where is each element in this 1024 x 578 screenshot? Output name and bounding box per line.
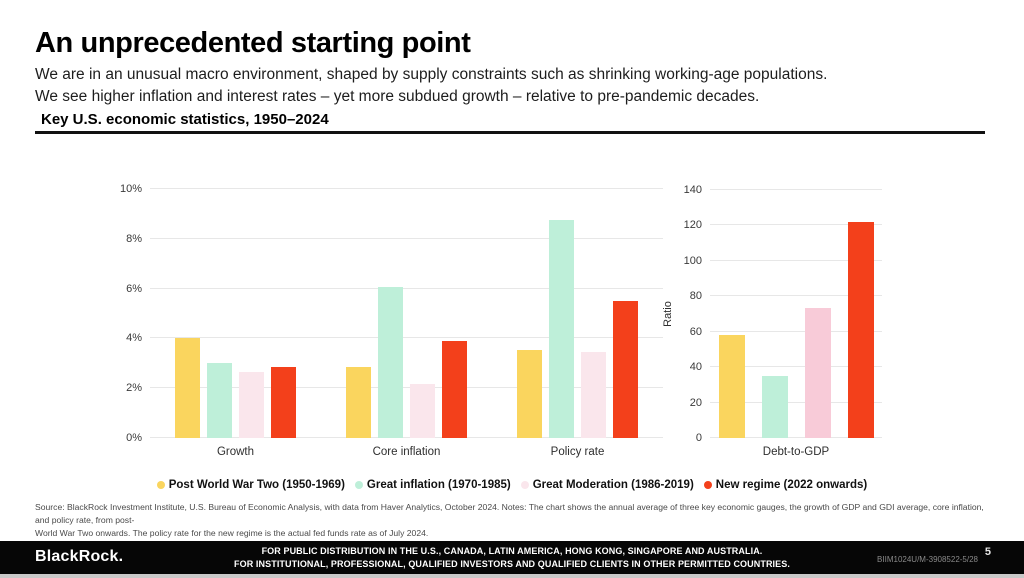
bar-new-regime-2022-onwards-debt-to-gdp [847, 221, 874, 438]
source-note: Source: BlackRock Investment Institute, … [35, 501, 987, 540]
y-tick-label: 80 [689, 290, 702, 303]
bar-group [718, 190, 874, 438]
bar-post-world-war-two-1950-1969-core-inflation [346, 367, 371, 438]
y-tick-label: 0% [126, 432, 142, 444]
y-tick-label: 140 [683, 184, 702, 196]
disclaimer-line-1: FOR PUBLIC DISTRIBUTION IN THE U.S., CAN… [261, 546, 763, 556]
x-category-label: Growth [216, 446, 255, 458]
gridline [710, 330, 882, 332]
chart-debt-to-gdp: Ratio 0 20 40 60 80 100 120 140 Debt-to-GDP [660, 184, 882, 458]
legend-label: New regime (2022 onwards) [715, 479, 868, 491]
bar-new-regime-2022-onwards-growth [271, 367, 296, 438]
bar-great-inflation-1970-1985-policy-rate [549, 220, 574, 438]
legend-item-great-inflation-1970-1985: Great inflation (1970-1985) [354, 479, 511, 491]
heading-rule [35, 131, 985, 134]
blackrock-logo: BlackRock. [35, 548, 124, 565]
plot-area [150, 188, 663, 438]
y-tick-label: 60 [689, 325, 702, 338]
y-tick-label: 6% [126, 282, 142, 295]
legend-label: Post World War Two (1950-1969) [168, 479, 345, 491]
page-number: 5 [984, 546, 991, 558]
y-tick-label: 40 [689, 361, 702, 374]
gridline [710, 189, 882, 190]
document-id: BIIM1024U/M-3908522-5/28 [877, 555, 978, 564]
legend-dot [520, 481, 529, 489]
bar-new-regime-2022-onwards-core-inflation [442, 340, 467, 438]
gridline [150, 337, 663, 339]
y-tick-label: 4% [126, 332, 142, 345]
source-note-line-1: Source: BlackRock Investment Institute, … [35, 502, 984, 525]
y-axis-title-text: Ratio [662, 301, 674, 327]
bar-great-moderation-1986-2019-core-inflation [410, 384, 435, 438]
bar-great-moderation-1986-2019-debt-to-gdp [804, 307, 831, 438]
bar-great-inflation-1970-1985-debt-to-gdp [761, 376, 788, 438]
source-note-line-2: World War Two onwards. The policy rate f… [35, 528, 429, 538]
plot-area [710, 189, 882, 438]
y-tick-label: 2% [126, 382, 142, 395]
bottom-edge-strip [0, 574, 1024, 578]
bar-great-moderation-1986-2019-growth [239, 372, 264, 438]
gridline [150, 287, 663, 289]
bar-group-policy-rate [492, 189, 663, 438]
chart-key-statistics: 0% 2% 4% 6% 8% 10% Growth Core inflation Policy… [102, 183, 663, 458]
y-tick-label: 100 [683, 254, 702, 267]
chart-heading: Key U.S. economic statistics, 1950–2024 [41, 111, 329, 128]
gridline [710, 366, 882, 368]
bar-group-core-inflation [321, 189, 492, 438]
footer-disclaimer: FOR PUBLIC DISTRIBUTION IN THE U.S., CAN… [120, 545, 904, 570]
y-tick-label: 8% [126, 232, 142, 245]
gridline [150, 237, 663, 239]
bar-group [517, 189, 638, 438]
legend-dot [354, 481, 363, 489]
y-axis: 0 20 40 60 80 100 120 140 [676, 184, 710, 444]
gridline [150, 188, 663, 189]
y-tick-label: 120 [683, 219, 702, 232]
bar-great-inflation-1970-1985-growth [207, 363, 232, 438]
x-category-label: Debt-to-GDP [762, 446, 830, 458]
bar-great-moderation-1986-2019-policy-rate [581, 352, 606, 438]
page-title: An unprecedented starting point [35, 27, 471, 59]
legend-label: Great Moderation (1986-2019) [532, 479, 694, 491]
bar-group [175, 189, 296, 438]
legend-dot [703, 481, 712, 489]
gridline [150, 387, 663, 389]
legend-label: Great inflation (1970-1985) [366, 479, 511, 491]
footer-bar: BlackRock. FOR PUBLIC DISTRIBUTION IN TH… [0, 541, 1024, 574]
disclaimer-line-2: FOR INSTITUTIONAL, PROFESSIONAL, QUALIFI… [234, 558, 790, 569]
bar-group-debt-to-gdp [710, 190, 882, 438]
gridline [710, 401, 882, 403]
gridline [710, 295, 882, 297]
chart-legend: Post World War Two (1950-1969) Great infl… [0, 479, 1024, 491]
bar-group-growth [150, 189, 321, 438]
y-axis: 0% 2% 4% 6% 8% 10% [102, 183, 150, 444]
y-tick-label: 20 [689, 396, 702, 409]
subtitle-line-1: We are in an unusual macro environment, … [35, 66, 828, 83]
bar-new-regime-2022-onwards-policy-rate [613, 301, 638, 438]
legend-item-new-regime-2022-onwards: New regime (2022 onwards) [703, 479, 868, 491]
bar-post-world-war-two-1950-1969-growth [175, 338, 200, 438]
page-subtitle: We are in an unusual macro environment, … [35, 64, 827, 108]
subtitle-line-2: We see higher inflation and interest rat… [35, 88, 760, 105]
gridline [710, 437, 882, 438]
x-category-label: Policy rate [550, 446, 605, 458]
gridline [710, 224, 882, 226]
legend-item-great-moderation-1986-2019: Great Moderation (1986-2019) [520, 479, 694, 491]
y-tick-label: 0 [695, 432, 702, 444]
bar-great-inflation-1970-1985-core-inflation [378, 287, 403, 438]
y-tick-label: 10% [119, 183, 142, 195]
x-category-label: Core inflation [372, 446, 441, 458]
legend-dot [156, 481, 165, 489]
bar-group [346, 189, 467, 438]
bar-post-world-war-two-1950-1969-debt-to-gdp [718, 335, 745, 438]
bar-post-world-war-two-1950-1969-policy-rate [517, 349, 542, 438]
legend-item-post-world-war-two-1950-1969: Post World War Two (1950-1969) [156, 479, 345, 491]
gridline [150, 437, 663, 438]
gridline [710, 259, 882, 261]
x-axis: Growth Core inflation Policy rate [150, 438, 663, 458]
x-axis: Debt-to-GDP [710, 438, 882, 458]
